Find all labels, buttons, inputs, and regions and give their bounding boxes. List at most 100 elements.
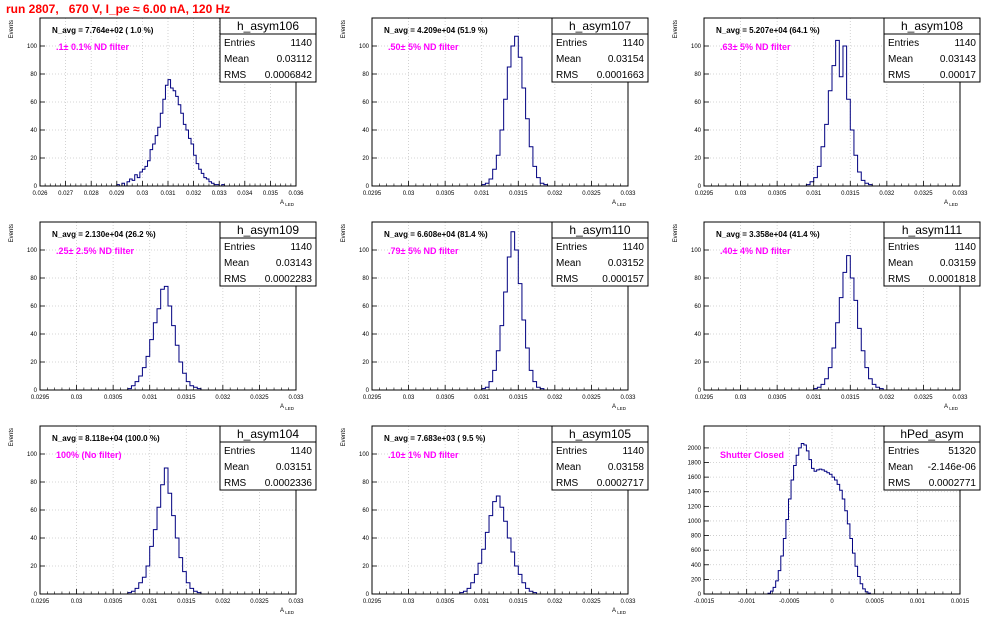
y-tick-label: 20	[30, 360, 37, 366]
y-axis-label: Events	[341, 20, 347, 38]
y-tick-label: 400	[691, 563, 702, 569]
x-tick-label: 0.0295	[363, 599, 382, 605]
x-tick-label: 0.033	[620, 395, 636, 401]
stats-value: 1140	[622, 446, 644, 457]
y-axis-label: Events	[673, 20, 679, 38]
y-tick-label: 60	[362, 508, 369, 514]
stats-label: RMS	[556, 274, 579, 285]
filter-label: .10± 1% ND filter	[388, 450, 459, 460]
stats-box-frame	[883, 221, 981, 287]
x-tick-label: 0.035	[263, 191, 279, 197]
x-tick-label: 0.027	[58, 191, 74, 197]
y-tick-label: 20	[362, 360, 369, 366]
histogram-name: h_asym108	[901, 19, 963, 33]
stats-value: 1140	[290, 446, 312, 457]
y-tick-label: 80	[30, 276, 37, 282]
y-tick-label: 0	[366, 388, 370, 394]
stats-label: Entries	[556, 242, 587, 253]
y-tick-label: 40	[362, 536, 369, 542]
y-tick-label: 1600	[688, 475, 702, 481]
histogram-name: h_asym104	[237, 427, 299, 441]
x-tick-label: 0.031	[474, 395, 490, 401]
y-tick-label: 20	[694, 360, 701, 366]
n-avg-annotation: N_avg = 8.118e+04 (100.0 %)	[52, 434, 160, 443]
y-tick-label: 80	[362, 72, 369, 78]
stats-label: Entries	[224, 38, 255, 49]
y-tick-label: 60	[30, 304, 37, 310]
y-tick-label: 80	[362, 276, 369, 282]
stats-box: h_asym111 Entries 1140 Mean 0.03159 RMS 0.0001…	[883, 221, 981, 287]
histogram-panel-h_asym111: 0.0295 0.03 0.0305 0.031 0.0315 0.032 0.0325 0.…	[673, 221, 981, 411]
x-tick-label: 0.0325	[914, 191, 933, 197]
stats-label: Mean	[888, 54, 913, 65]
y-tick-label: 100	[27, 248, 38, 254]
x-axis-label: A LED	[612, 404, 627, 411]
stats-box: h_asym109 Entries 1140 Mean 0.03143 RMS 0.0002…	[219, 221, 317, 287]
histogram-series-h_asym107	[481, 35, 549, 186]
stats-label: Mean	[888, 462, 913, 473]
y-tick-label: 0	[698, 592, 702, 598]
stats-box: h_asym105 Entries 1140 Mean 0.03158 RMS 0.0002…	[551, 425, 649, 491]
stats-value: 1140	[954, 242, 976, 253]
x-axis-label: A LED	[612, 200, 627, 207]
stats-label: Mean	[224, 54, 249, 65]
y-tick-label: 1400	[688, 490, 702, 496]
x-axis-label: A LED	[612, 608, 627, 615]
stats-box: h_asym107 Entries 1140 Mean 0.03154 RMS 0.0001…	[551, 17, 649, 83]
n-avg-annotation: N_avg = 7.764e+02 ( 1.0 %)	[52, 26, 154, 35]
histogram-name: h_asym111	[902, 223, 963, 237]
filter-label: Shutter Closed	[720, 450, 784, 460]
x-tick-label: 0.0315	[509, 395, 528, 401]
histogram-panel-h_asym109: 0.0295 0.03 0.0305 0.031 0.0315 0.032 0.0325 0.…	[9, 221, 317, 411]
stats-value: 0.0006842	[265, 70, 313, 81]
stats-label: Mean	[888, 258, 913, 269]
x-tick-label: 0.0315	[509, 191, 528, 197]
n-avg-annotation: N_avg = 3.358e+04 (41.4 %)	[716, 230, 820, 239]
x-tick-label: 0.033	[620, 191, 636, 197]
histogram-panel-h_asym104: 0.0295 0.03 0.0305 0.031 0.0315 0.032 0.0325 0.…	[9, 425, 317, 615]
stats-label: RMS	[556, 70, 579, 81]
y-tick-label: 0	[366, 592, 370, 598]
x-tick-label: 0.0295	[31, 395, 50, 401]
x-tick-label: 0.031	[806, 191, 822, 197]
run-title: run 2807, 670 V, I_pe ≈ 6.00 nA, 120 Hz	[6, 2, 231, 16]
y-tick-label: 60	[30, 100, 37, 106]
stats-label: Entries	[224, 446, 255, 457]
x-axis-label: A LED	[280, 608, 295, 615]
stats-label: Entries	[888, 242, 919, 253]
x-tick-label: 0.031	[142, 395, 158, 401]
y-tick-label: 800	[691, 534, 702, 540]
y-tick-label: 600	[691, 548, 702, 554]
y-tick-label: 2000	[688, 446, 702, 452]
y-tick-label: 100	[27, 44, 38, 50]
y-tick-label: 0	[366, 184, 370, 190]
x-tick-label: 0.032	[879, 395, 895, 401]
x-axis-label: A LED	[280, 200, 295, 207]
x-tick-label: 0.031	[474, 599, 490, 605]
stats-value: 0.0002771	[929, 478, 977, 489]
y-axis-label: Events	[9, 428, 15, 446]
histogram-series-h_asym109	[127, 285, 202, 390]
histogram-panel-h_asym110: 0.0295 0.03 0.0305 0.031 0.0315 0.032 0.0325 0.…	[341, 221, 649, 411]
stats-box-frame	[551, 425, 649, 491]
x-tick-label: 0.0295	[363, 191, 382, 197]
y-tick-label: 200	[691, 577, 702, 583]
x-tick-label: 0.0295	[363, 395, 382, 401]
x-tick-label: 0.0315	[177, 395, 196, 401]
stats-label: Mean	[556, 54, 581, 65]
x-tick-label: 0.0315	[841, 191, 860, 197]
x-tick-label: 0.0305	[436, 599, 455, 605]
x-tick-label: 0.0305	[768, 395, 787, 401]
stats-value: 0.03143	[276, 258, 313, 269]
y-tick-label: 80	[30, 72, 37, 78]
y-tick-label: 40	[694, 128, 701, 134]
histogram-series-h_asym105	[459, 495, 538, 594]
x-tick-label: 0.031	[806, 395, 822, 401]
y-tick-label: 80	[362, 480, 369, 486]
y-tick-label: 40	[30, 128, 37, 134]
filter-label: 100% (No filter)	[56, 450, 122, 460]
x-tick-label: 0.033	[952, 191, 968, 197]
x-tick-label: 0.032	[547, 599, 563, 605]
y-axis-label: Events	[673, 224, 679, 242]
filter-label: .40± 4% ND filter	[720, 246, 791, 256]
